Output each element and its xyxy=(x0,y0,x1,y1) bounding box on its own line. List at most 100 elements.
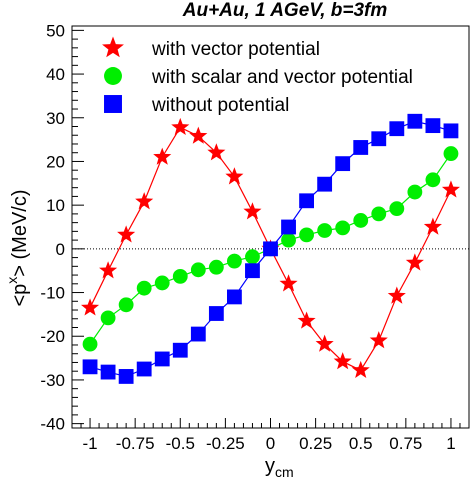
legend-marker xyxy=(104,95,122,113)
data-point xyxy=(172,342,188,358)
legend-label: with scalar and vector potential xyxy=(151,67,413,88)
legend-item: without potential xyxy=(104,95,289,116)
series-layer xyxy=(81,113,460,384)
data-point xyxy=(82,336,98,352)
data-point xyxy=(387,286,406,304)
data-point xyxy=(317,176,333,192)
data-point xyxy=(117,225,136,243)
data-point xyxy=(190,262,206,278)
x-axis-label: ycm xyxy=(265,455,294,480)
y-tick-label: -20 xyxy=(40,327,65,346)
data-point xyxy=(153,147,172,165)
data-point xyxy=(118,369,134,384)
x-tick-label: 1 xyxy=(446,434,455,453)
data-point xyxy=(136,280,152,296)
data-point xyxy=(208,306,224,321)
y-tick-label: 0 xyxy=(56,240,65,259)
data-point xyxy=(245,263,260,279)
y-tick-label: -40 xyxy=(40,415,65,434)
data-point xyxy=(245,249,260,265)
data-point xyxy=(135,192,154,210)
data-point xyxy=(243,202,262,220)
x-tick-label: -0.75 xyxy=(116,434,155,453)
data-point xyxy=(333,352,352,370)
data-point xyxy=(154,351,170,367)
data-point xyxy=(425,118,441,134)
data-point xyxy=(335,220,351,236)
data-point xyxy=(351,360,370,379)
data-point xyxy=(407,184,423,200)
legend: with vector potential with scalar and vec… xyxy=(102,36,413,116)
data-point xyxy=(172,268,188,284)
data-point xyxy=(281,232,296,248)
x-tick-label: -1 xyxy=(82,434,97,453)
legend-label: without potential xyxy=(151,95,289,116)
data-point xyxy=(443,123,459,139)
data-point xyxy=(225,167,244,185)
data-point xyxy=(441,180,460,198)
y-axis-label-sup: x xyxy=(4,277,20,284)
y-axis-label-suffix: > (MeV/c) xyxy=(9,189,31,276)
data-point xyxy=(443,146,459,162)
y-tick-label: 10 xyxy=(46,196,65,215)
y-tick-label: -10 xyxy=(40,284,65,303)
series-square xyxy=(82,113,459,384)
data-point xyxy=(371,131,387,147)
data-point xyxy=(299,227,315,243)
y-tick-label: 40 xyxy=(46,65,65,84)
y-axis-label: <px> (MeV/c) xyxy=(4,189,31,306)
data-point xyxy=(118,297,134,313)
data-point xyxy=(317,223,333,238)
data-point xyxy=(315,334,334,352)
data-point xyxy=(81,298,100,316)
data-point xyxy=(405,253,424,271)
data-point xyxy=(407,113,423,129)
data-point xyxy=(100,310,116,326)
data-point xyxy=(226,289,242,305)
y-axis: -40 -30 -20 -10 0 10 20 30 40 50 xyxy=(40,21,84,434)
chart-title: Au+Au, 1 AGeV, b=3fm xyxy=(182,0,388,21)
data-point xyxy=(154,275,170,291)
data-point xyxy=(263,241,278,257)
x-tick-label: 0.5 xyxy=(349,434,373,453)
y-tick-label: 20 xyxy=(46,152,65,171)
data-point xyxy=(389,121,405,137)
x-tick-label: 0.25 xyxy=(299,434,332,453)
data-point xyxy=(279,274,298,292)
x-tick-label: -0.5 xyxy=(166,434,195,453)
data-point xyxy=(299,193,315,209)
data-point xyxy=(281,219,296,235)
x-axis-label-sub: cm xyxy=(275,464,294,480)
data-point xyxy=(189,126,208,144)
legend-marker xyxy=(104,67,122,85)
data-point xyxy=(100,364,116,380)
y-tick-label: -30 xyxy=(40,371,65,390)
legend-item: with vector potential xyxy=(102,36,320,60)
data-point xyxy=(353,140,369,155)
x-tick-label: 0 xyxy=(266,434,275,453)
data-point xyxy=(190,326,206,342)
data-point xyxy=(335,156,351,172)
x-tick-label: 0.75 xyxy=(389,434,422,453)
data-point xyxy=(136,361,152,377)
data-point xyxy=(423,217,442,235)
data-point xyxy=(99,261,118,279)
legend-item: with scalar and vector potential xyxy=(104,67,413,88)
data-point xyxy=(226,253,242,269)
legend-marker xyxy=(102,36,124,58)
data-point xyxy=(353,213,369,228)
y-axis-label-prefix: <p xyxy=(9,284,31,307)
x-axis-label-main: y xyxy=(265,455,275,477)
data-point xyxy=(82,359,98,375)
data-point xyxy=(369,331,388,349)
data-point xyxy=(171,117,190,136)
data-point xyxy=(425,172,441,188)
data-point xyxy=(208,259,224,275)
x-axis: -1 -0.75 -0.5 -0.25 0 0.25 0.5 0.75 1 xyxy=(71,418,470,453)
data-point xyxy=(297,311,316,329)
y-tick-label: 30 xyxy=(46,109,65,128)
data-point xyxy=(207,143,226,161)
data-point xyxy=(371,206,387,222)
x-tick-label: -0.25 xyxy=(206,434,245,453)
